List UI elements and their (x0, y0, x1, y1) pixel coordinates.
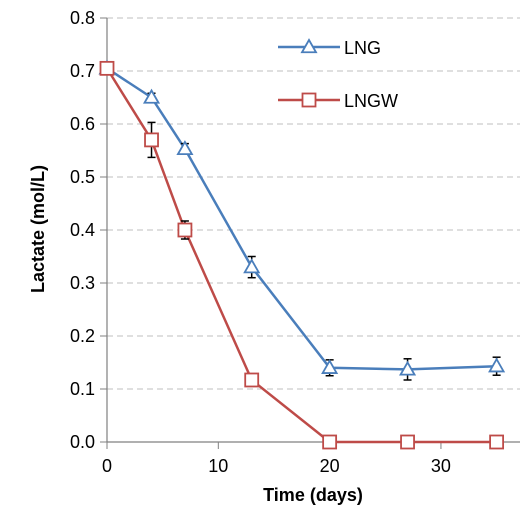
data-point (142, 88, 161, 104)
legend-item-lngw: LNGW (278, 91, 398, 111)
legend-item-lng: LNG (278, 38, 381, 58)
x-axis-title: Time (days) (263, 485, 363, 505)
axes: 0.0 0.1 0.2 0.3 0.4 0.5 0.6 0.7 0.8 0 10 20 30 (70, 8, 520, 476)
x-tick-label: 20 (320, 456, 340, 476)
data-point (400, 434, 415, 450)
y-tick-label: 0.8 (70, 8, 95, 28)
data-point (244, 372, 260, 388)
grid-lines (107, 17, 520, 390)
data-point (322, 434, 338, 450)
x-tick-label: 10 (208, 456, 228, 476)
legend: LNG LNGW (278, 38, 398, 111)
data-point (488, 357, 506, 373)
series-lng (98, 59, 506, 381)
y-tick-label: 0.3 (70, 273, 95, 293)
series-lngw (99, 60, 505, 450)
y-axis-title: Lactate (mol/L) (28, 165, 48, 293)
y-tick-label: 0.2 (70, 326, 95, 346)
data-point (99, 60, 115, 76)
x-tick-label: 0 (102, 456, 112, 476)
data-point (144, 132, 159, 148)
data-point (321, 358, 339, 374)
series-line (106, 67, 497, 371)
data-point (243, 258, 261, 274)
series-layer (98, 59, 506, 450)
y-tick-label: 0.0 (70, 432, 95, 452)
y-tick-label: 0.1 (70, 379, 95, 399)
legend-marker (301, 92, 317, 108)
data-point (177, 222, 193, 238)
x-tick-label: 30 (431, 456, 451, 476)
y-tick-label: 0.5 (70, 167, 95, 187)
legend-marker (300, 38, 318, 54)
legend-label: LNG (344, 38, 381, 58)
y-tick-label: 0.4 (70, 220, 95, 240)
y-tick-label: 0.7 (70, 61, 95, 81)
legend-label: LNGW (344, 91, 398, 111)
y-tick-label: 0.6 (70, 114, 95, 134)
data-point (399, 360, 417, 376)
data-point (489, 434, 505, 450)
data-point (176, 140, 194, 156)
